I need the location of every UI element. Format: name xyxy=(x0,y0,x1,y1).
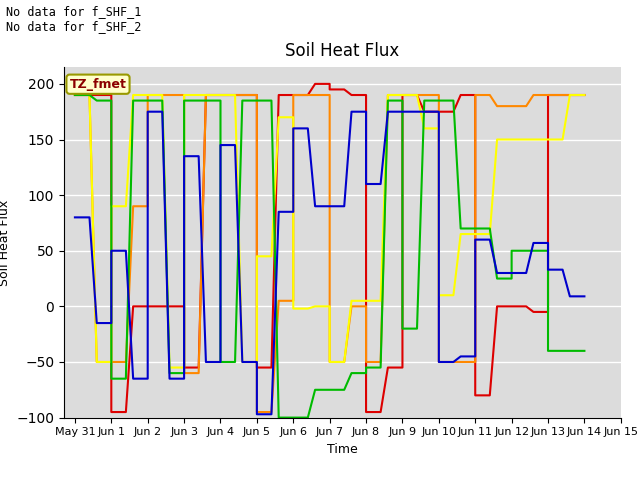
Text: No data for f_SHF_1
No data for f_SHF_2: No data for f_SHF_1 No data for f_SHF_2 xyxy=(6,5,142,33)
Text: TZ_fmet: TZ_fmet xyxy=(70,78,127,91)
X-axis label: Time: Time xyxy=(327,443,358,456)
Title: Soil Heat Flux: Soil Heat Flux xyxy=(285,42,399,60)
Y-axis label: Soil Heat Flux: Soil Heat Flux xyxy=(0,199,11,286)
